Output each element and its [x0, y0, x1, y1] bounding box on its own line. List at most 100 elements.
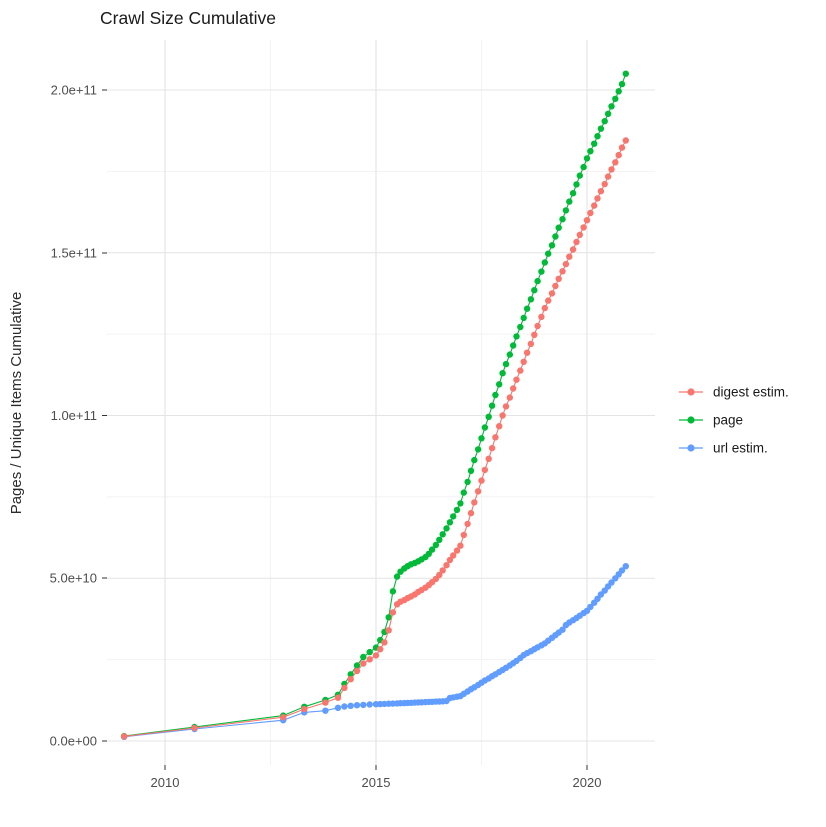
data-point-digest-estim: [372, 652, 380, 659]
data-point-digest-estim: [622, 137, 629, 144]
data-point-page: [531, 287, 538, 294]
data-point-url-estim: [322, 707, 329, 714]
data-point-url-estim: [618, 567, 626, 574]
data-point-page: [612, 95, 619, 103]
data-point-page: [538, 268, 545, 275]
data-point-url-estim: [608, 579, 615, 586]
x-tick-label: 2010: [151, 775, 180, 790]
data-point-page: [587, 148, 594, 155]
data-point-digest-estim: [548, 290, 556, 297]
legend-label: digest estim.: [713, 385, 789, 400]
data-point-page: [520, 314, 527, 322]
data-point-digest-estim: [604, 173, 612, 180]
data-point-digest-estim: [615, 151, 622, 159]
data-point-page: [347, 671, 354, 678]
x-tick-label: 2020: [573, 775, 602, 790]
data-point-digest-estim: [381, 639, 388, 646]
data-point-page: [464, 478, 471, 486]
data-point-page: [481, 424, 489, 431]
data-point-page: [488, 402, 496, 409]
data-series-layer: [120, 70, 629, 740]
data-point-page: [576, 172, 583, 179]
data-point-page: [597, 125, 605, 132]
data-point-page: [594, 133, 601, 140]
data-point-page: [618, 80, 626, 88]
data-point-digest-estim: [583, 217, 591, 224]
data-point-url-estim: [587, 603, 594, 611]
data-point-digest-estim: [587, 209, 594, 217]
legend-item-page: page: [679, 413, 743, 428]
data-point-page: [474, 446, 482, 453]
data-point-digest-estim: [389, 609, 397, 616]
data-point-page: [604, 110, 612, 118]
data-point-page: [573, 181, 580, 188]
data-point-page: [534, 277, 541, 285]
data-point-url-estim: [353, 702, 361, 709]
x-tick-label: 2015: [362, 775, 391, 790]
data-point-page: [545, 250, 552, 257]
data-point-url-estim: [360, 701, 367, 709]
data-point-digest-estim: [457, 542, 464, 549]
data-point-digest-estim: [496, 423, 503, 430]
data-point-page: [453, 506, 461, 514]
data-point-digest-estim: [517, 367, 524, 374]
data-point-page: [622, 70, 629, 77]
legend-key-point: [687, 444, 695, 452]
data-point-page: [527, 296, 535, 303]
data-point-page: [608, 103, 615, 110]
legend-label: page: [713, 413, 743, 428]
data-point-digest-estim: [280, 714, 287, 721]
data-point-url-estim: [334, 704, 342, 711]
data-point-digest-estim: [555, 275, 562, 282]
data-point-digest-estim: [436, 571, 443, 579]
data-point-digest-estim: [450, 552, 457, 559]
data-point-url-estim: [622, 563, 629, 570]
data-point-page: [443, 525, 450, 532]
data-point-digest-estim: [460, 531, 467, 539]
data-point-page: [601, 118, 608, 125]
data-point-page: [428, 546, 436, 553]
data-point-digest-estim: [527, 340, 535, 348]
data-point-page: [506, 351, 513, 358]
data-point-page: [353, 662, 361, 669]
data-point-page: [496, 381, 503, 388]
data-point-digest-estim: [618, 144, 626, 151]
data-point-page: [360, 653, 367, 661]
data-point-digest-estim: [366, 656, 373, 663]
data-point-page: [450, 513, 457, 520]
y-tick-label: 1.5e+11: [51, 246, 97, 261]
data-point-digest-estim: [467, 509, 475, 517]
data-point-page: [478, 435, 485, 442]
data-point-page: [548, 242, 556, 249]
data-point-digest-estim: [541, 304, 548, 312]
data-point-page: [471, 456, 478, 464]
data-point-digest-estim: [566, 253, 573, 260]
data-point-page: [552, 233, 559, 240]
data-point-page: [439, 531, 446, 538]
data-point-page: [502, 360, 510, 368]
data-point-page: [583, 155, 591, 162]
data-point-digest-estim: [545, 297, 552, 304]
data-point-page: [366, 648, 373, 656]
legend-key-point: [687, 388, 695, 396]
data-point-digest-estim: [453, 547, 461, 554]
data-point-digest-estim: [464, 520, 471, 528]
data-point-digest-estim: [608, 166, 615, 173]
series-page: [120, 70, 629, 740]
data-point-page: [569, 190, 577, 197]
data-point-url-estim: [366, 701, 373, 708]
data-point-digest-estim: [446, 556, 454, 564]
data-point-url-estim: [341, 703, 348, 710]
data-point-page: [615, 88, 622, 95]
data-point-digest-estim: [301, 705, 308, 713]
plot-panel: [107, 40, 655, 765]
data-point-page: [389, 588, 397, 595]
data-point-digest-estim: [576, 231, 583, 238]
y-axis-labels: 0.0e+00 5.0e+10 1.0e+11 1.5e+11 2.0e+11: [50, 83, 97, 749]
data-point-digest-estim: [488, 444, 496, 452]
data-point-digest-estim: [485, 455, 492, 462]
series-digest-estim: [120, 137, 629, 740]
data-point-page: [436, 536, 443, 543]
data-point-page: [492, 391, 499, 399]
